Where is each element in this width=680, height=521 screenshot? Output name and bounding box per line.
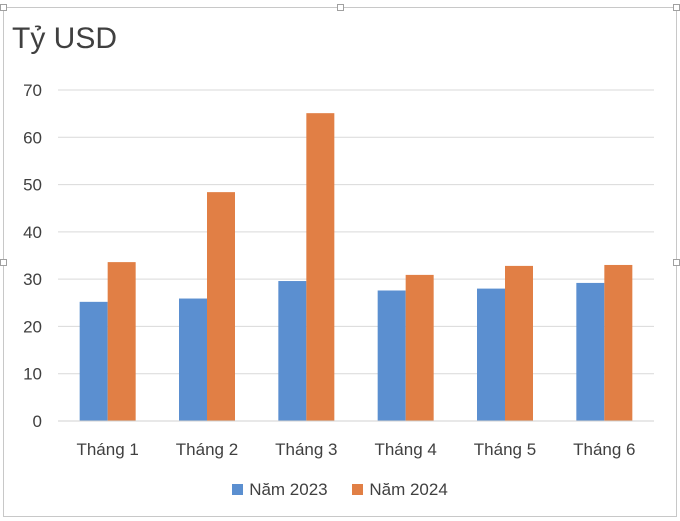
y-axis-ticks: 0 10 20 30 40 50 60 70 xyxy=(23,81,42,431)
y-tick-label: 70 xyxy=(23,81,42,100)
bar-2023-thang-1 xyxy=(79,301,108,421)
bar-2023-thang-6 xyxy=(576,282,605,421)
y-tick-label: 40 xyxy=(23,223,42,242)
y-tick-label: 60 xyxy=(23,128,42,147)
legend-item-2024: Năm 2024 xyxy=(352,480,448,500)
x-axis-ticks: Tháng 1 Tháng 2 Tháng 3 Tháng 4 Tháng 5 Tháng… xyxy=(58,420,654,459)
x-tick-label: Tháng 5 xyxy=(474,440,536,459)
bar-2023-thang-3 xyxy=(278,281,307,421)
bar-2024-thang-4 xyxy=(405,274,434,421)
legend-swatch-2024 xyxy=(352,484,364,495)
x-tick-label: Tháng 2 xyxy=(176,440,238,459)
legend: Năm 2023 Năm 2024 xyxy=(0,480,680,500)
y-axis-unit-label: Tỷ USD xyxy=(12,22,117,55)
x-tick-label: Tháng 6 xyxy=(573,440,635,459)
gridlines xyxy=(58,89,654,422)
bar-2024-thang-6 xyxy=(604,264,633,421)
bar-2024-thang-2 xyxy=(207,192,235,421)
x-tick-label: Tháng 4 xyxy=(374,440,436,459)
bar-2023-thang-2 xyxy=(179,298,207,421)
resize-handle-top-middle[interactable] xyxy=(337,4,344,11)
x-tick-label: Tháng 3 xyxy=(275,440,337,459)
bar-2024-thang-3 xyxy=(306,113,335,422)
y-tick-label: 50 xyxy=(23,176,42,195)
bar-2023-thang-5 xyxy=(477,288,505,421)
y-tick-label: 20 xyxy=(23,317,42,336)
legend-swatch-2023 xyxy=(232,484,244,495)
y-tick-label: 0 xyxy=(33,412,42,431)
legend-label-2023: Năm 2023 xyxy=(249,480,328,499)
x-tick-label: Tháng 1 xyxy=(76,440,138,459)
bar-2023-thang-4 xyxy=(377,290,406,421)
resize-handle-top-left[interactable] xyxy=(0,4,7,11)
chart-frame xyxy=(3,7,677,517)
bars xyxy=(79,113,633,422)
y-tick-label: 10 xyxy=(23,365,42,384)
bar-2024-thang-1 xyxy=(107,262,136,421)
bar-2024-thang-5 xyxy=(505,265,533,421)
resize-handle-middle-left[interactable] xyxy=(0,259,7,266)
legend-item-2023: Năm 2023 xyxy=(232,480,328,500)
y-tick-label: 30 xyxy=(23,270,42,289)
legend-label-2024: Năm 2024 xyxy=(369,480,448,499)
